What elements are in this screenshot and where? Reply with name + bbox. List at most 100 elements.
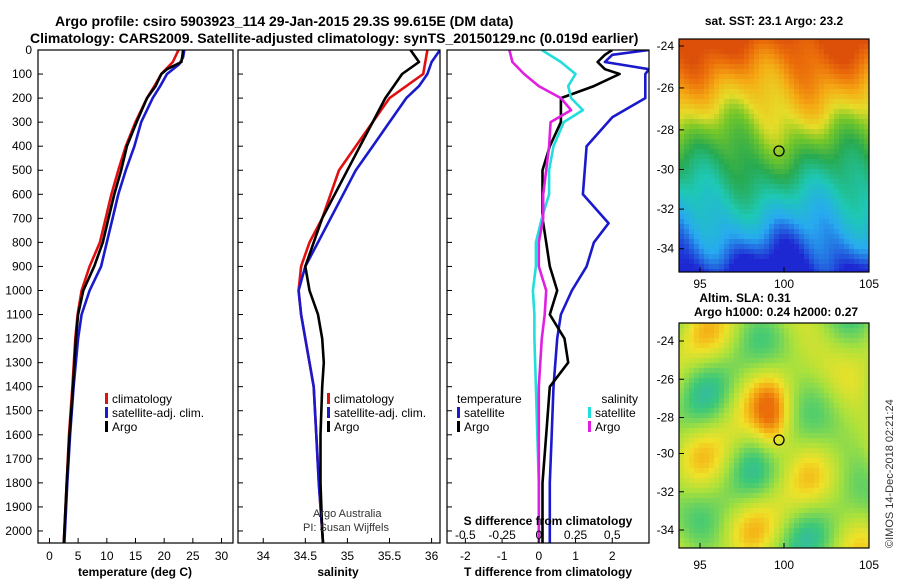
sst-cell [759,229,765,235]
sst-cell [759,149,765,155]
sst-cell [859,54,865,60]
sla-cell [764,333,770,339]
sla-cell [794,338,800,344]
sla-cell [789,488,795,494]
sst-cell [744,139,750,145]
sst-cell [844,234,850,240]
sst-cell [809,49,815,55]
sst-cell [754,249,760,255]
sla-cell [799,528,805,534]
sla-cell [804,413,810,419]
sla-cell [724,523,730,529]
sst-cell [769,224,775,230]
sst-cell [839,69,845,75]
sla-cell [759,398,765,404]
sla-cell [809,363,815,369]
sla-cell [824,438,830,444]
sst-cell [684,49,690,55]
sst-cell [739,79,745,85]
sst-cell [809,239,815,245]
sla-cell [799,403,805,409]
sst-cell [769,39,775,45]
sst-cell [814,174,820,180]
sst-cell [774,229,780,235]
sst-cell [724,99,730,105]
sst-cell [859,59,865,65]
sst-cell [839,54,845,60]
sst-cell [744,144,750,150]
sla-cell [824,508,830,514]
sla-cell [739,408,745,414]
sla-cell [789,433,795,439]
sst-cell [784,209,790,215]
sst-cell [784,254,790,260]
sla-cell [729,333,735,339]
sla-cell [744,418,750,424]
sst-cell [854,199,860,205]
sla-cell [689,393,695,399]
sla-cell [779,463,785,469]
sla-cell [784,423,790,429]
sst-cell [744,164,750,170]
sla-cell [864,458,869,464]
sst-cell [794,224,800,230]
sst-cell [839,44,845,50]
sst-cell [724,129,730,135]
sla-cell [804,478,810,484]
sla-cell [699,518,705,524]
sla-cell [754,433,760,439]
sst-cell [769,164,775,170]
sla-cell [769,448,775,454]
sst-cell [739,169,745,175]
sst-cell [759,144,765,150]
sst-cell [704,119,710,125]
sst-cell [749,139,755,145]
sst-cell [699,234,705,240]
sla-cell [794,343,800,349]
sla-cell [679,513,685,519]
sla-cell [744,393,750,399]
sst-cell [804,74,810,80]
sla-cell [814,323,820,329]
sst-cell [864,79,869,85]
sla-cell [699,533,705,539]
sst-cell [744,69,750,75]
sla-cell [744,333,750,339]
sla-cell [694,458,700,464]
sst-cell [754,234,760,240]
sla-cell [829,538,835,544]
sst-cell [724,224,730,230]
sst-cell [749,234,755,240]
sst-cell [764,79,770,85]
x-tick-label: 25 [186,549,200,563]
sla-cell [819,478,825,484]
lat-tick-label: -28 [657,411,675,425]
sst-cell [809,144,815,150]
sla-cell [844,488,850,494]
sla-cell [864,388,869,394]
sst-cell [774,94,780,100]
sla-lat-ticks: -24-26-28-30-32-34 [657,334,684,537]
sla-cell [804,498,810,504]
sla-cell [684,418,690,424]
sla-cell [789,428,795,434]
sst-cell [854,134,860,140]
sst-cell [704,219,710,225]
sla-cell [834,393,840,399]
sla-cell [724,468,730,474]
sla-cell [684,448,690,454]
sla-cell [729,473,735,479]
sst-cell [849,269,855,272]
sla-cell [699,408,705,414]
sst-cell [729,134,735,140]
x-tick-label: 0 [535,549,542,563]
sst-cell [739,269,745,272]
sst-cell [734,244,740,250]
sla-cell [704,348,710,354]
sst-cell [769,54,775,60]
sst-cell [794,199,800,205]
sla-cell [784,373,790,379]
sst-cell [799,109,805,115]
sla-cell [809,538,815,544]
sst-cell [684,184,690,190]
